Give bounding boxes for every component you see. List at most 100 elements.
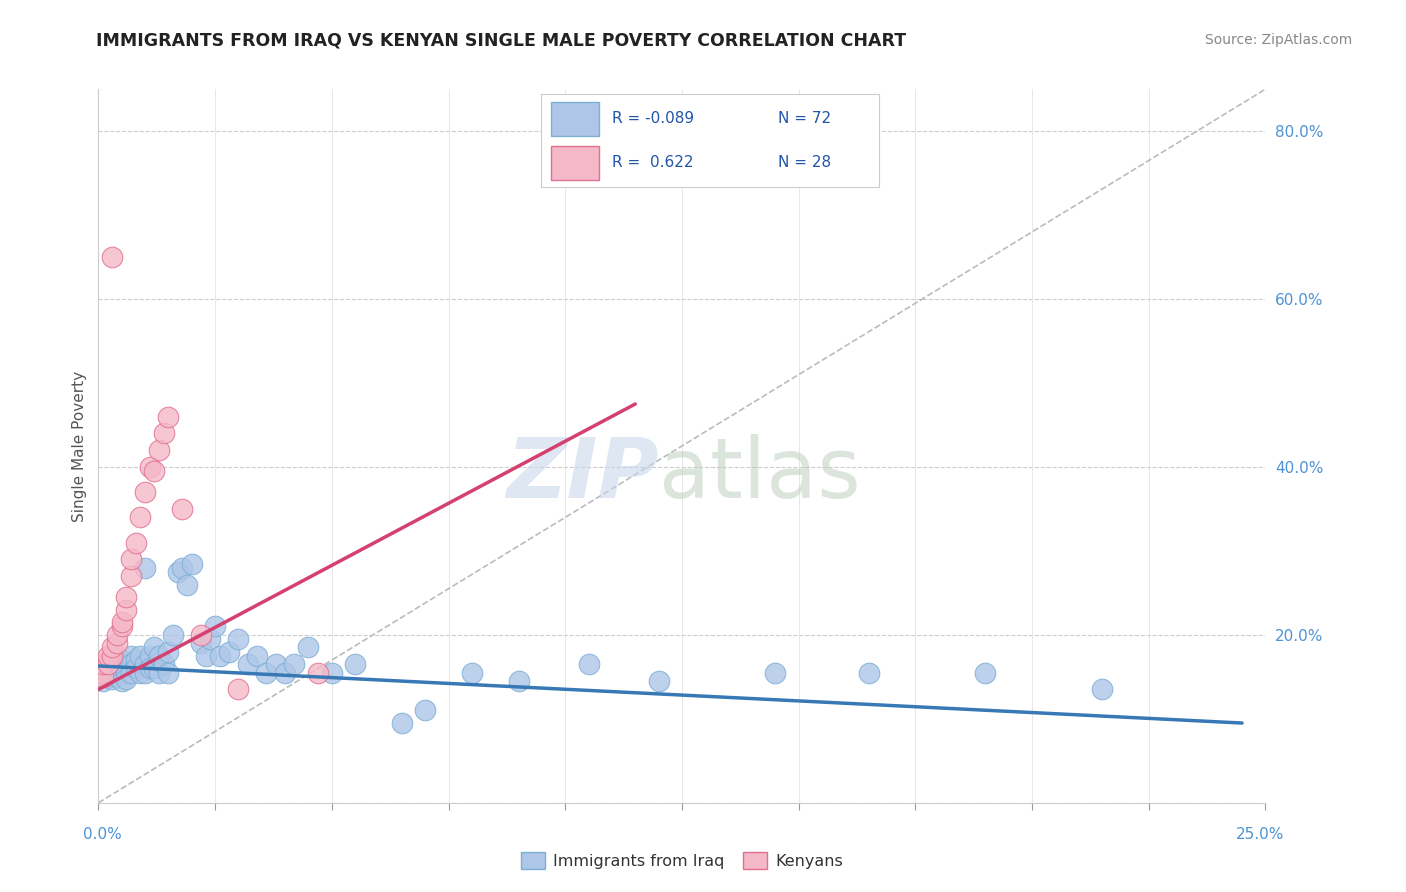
Point [125,535,148,549]
Point [101,648,124,663]
Point [101,653,124,667]
Point [157,665,180,680]
Point [858,665,880,680]
Text: N = 28: N = 28 [778,155,831,170]
Point [148,648,170,663]
Point [91,674,114,689]
Point [91,670,114,684]
Point [508,674,530,689]
Point [200,632,222,646]
Point [152,657,174,672]
Text: Source: ZipAtlas.com: Source: ZipAtlas.com [1205,33,1353,47]
Point [647,674,669,689]
Point [105,628,128,642]
Point [111,615,134,630]
Point [105,636,128,650]
Point [139,648,162,663]
Point [91,661,114,675]
Text: IMMIGRANTS FROM IRAQ VS KENYAN SINGLE MALE POVERTY CORRELATION CHART: IMMIGRANTS FROM IRAQ VS KENYAN SINGLE MA… [96,31,905,49]
Point [148,443,170,458]
Point [763,665,786,680]
Point [134,665,156,680]
Point [246,648,269,663]
Point [125,661,148,675]
Point [90,665,112,680]
Point [111,619,134,633]
Point [101,250,124,264]
Point [236,657,259,672]
Point [162,628,184,642]
Point [190,636,212,650]
Point [264,657,287,672]
Point [101,640,124,655]
Point [120,552,142,566]
Legend: Immigrants from Iraq, Kenyans: Immigrants from Iraq, Kenyans [513,845,851,877]
Point [139,460,162,475]
Point [91,657,114,672]
Point [90,665,112,680]
Point [111,665,134,680]
Text: atlas: atlas [658,434,860,515]
Point [134,560,156,574]
Point [391,716,413,731]
Point [129,648,152,663]
Point [120,657,142,672]
Point [157,409,180,424]
Point [105,657,128,672]
Point [97,648,120,663]
Point [208,648,231,663]
Text: N = 72: N = 72 [778,112,831,127]
Point [321,665,343,680]
Point [176,577,198,591]
Point [97,665,120,680]
Point [172,502,194,516]
Point [204,619,226,633]
Point [115,657,138,672]
Text: ZIP: ZIP [506,434,658,515]
Point [120,569,142,583]
Point [97,670,120,684]
Point [97,657,120,672]
Text: R =  0.622: R = 0.622 [612,155,693,170]
Point [157,645,180,659]
Point [115,665,138,680]
Point [578,657,600,672]
Point [129,510,152,524]
Point [125,653,148,667]
Point [139,661,162,675]
Point [111,653,134,667]
Point [274,665,297,680]
Point [974,665,997,680]
Point [172,560,194,574]
Point [194,648,217,663]
Point [148,665,170,680]
Point [143,464,166,478]
Point [97,657,120,672]
Text: 0.0%: 0.0% [83,827,122,841]
Bar [551,102,599,136]
Point [98,661,121,675]
Point [134,657,156,672]
Point [143,640,166,655]
Point [283,657,305,672]
Point [461,665,484,680]
Point [134,485,156,500]
Point [105,665,128,680]
Point [1091,682,1114,697]
Point [94,657,117,672]
Bar [551,146,599,180]
Point [91,670,114,684]
Point [120,665,142,680]
Point [344,657,367,672]
Point [105,670,128,684]
Point [101,665,124,680]
Point [307,665,329,680]
Point [218,645,240,659]
Point [120,648,142,663]
Point [228,632,250,646]
Text: R = -0.089: R = -0.089 [612,112,695,127]
Point [143,661,166,675]
Point [111,674,134,689]
Text: 25.0%: 25.0% [1236,827,1284,841]
Point [413,703,436,717]
